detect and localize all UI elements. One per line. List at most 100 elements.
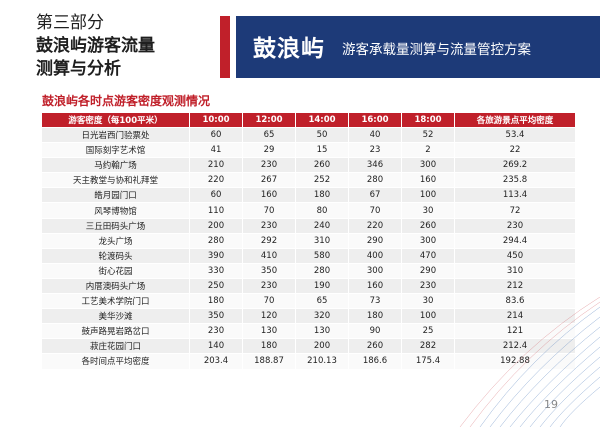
density-cell: 260 (348, 338, 402, 355)
location-cell: 内厝澳码头广场 (41, 277, 190, 295)
density-cell: 40 (348, 126, 402, 144)
density-cell: 260 (401, 217, 455, 234)
section-heading-line1: 鼓浪屿游客流量 (36, 36, 155, 56)
table-row: 三丘田码头广场 200 230 240 220 260 230 (41, 217, 576, 234)
location-cell: 国际刻字艺术馆 (41, 142, 190, 159)
density-cell: 30 (401, 202, 455, 219)
location-cell: 龙头广场 (41, 232, 190, 249)
density-cell: 250 (189, 277, 243, 295)
density-cell: 65 (242, 126, 296, 144)
density-cell: 400 (348, 247, 402, 264)
density-cell: 90 (348, 323, 402, 340)
density-cell: 267 (242, 172, 296, 189)
density-cell: 220 (189, 172, 243, 189)
average-cell: 113.4 (454, 187, 576, 204)
density-cell: 186.6 (348, 353, 402, 370)
density-cell: 280 (348, 172, 402, 189)
table-title: 鼓浪屿各时点游客密度观测情况 (42, 94, 211, 108)
density-cell: 300 (348, 262, 402, 279)
density-cell: 70 (242, 202, 296, 219)
location-cell: 菽庄花园门口 (41, 338, 190, 355)
density-cell: 52 (401, 126, 455, 144)
density-cell: 140 (189, 338, 243, 355)
density-cell: 60 (189, 187, 243, 204)
density-cell: 160 (242, 187, 296, 204)
density-cell: 300 (401, 157, 455, 174)
density-cell: 29 (242, 142, 296, 159)
density-cell: 230 (242, 277, 296, 295)
density-cell: 110 (189, 202, 243, 219)
table-row: 轮渡码头 390 410 580 400 470 450 (41, 247, 576, 264)
average-cell: 22 (454, 142, 576, 159)
density-cell: 70 (348, 202, 402, 219)
average-cell: 212 (454, 277, 576, 295)
location-cell: 天主教堂与协和礼拜堂 (41, 172, 190, 189)
density-cell: 230 (242, 217, 296, 234)
section-heading-line2: 测算与分析 (36, 59, 121, 79)
density-cell: 280 (189, 232, 243, 249)
table-row: 风琴博物馆 110 70 80 70 30 72 (41, 202, 576, 219)
density-cell: 175.4 (401, 353, 455, 370)
average-cell: 72 (454, 202, 576, 219)
banner-stripe (230, 16, 236, 78)
density-cell: 220 (348, 217, 402, 234)
header-time: 10:00 (189, 112, 243, 128)
density-cell: 292 (242, 232, 296, 249)
density-cell: 290 (401, 262, 455, 279)
density-cell: 290 (348, 232, 402, 249)
density-cell: 190 (295, 277, 349, 295)
table-row: 马约翰广场 210 230 260 346 300 269.2 (41, 157, 576, 174)
density-cell: 160 (348, 277, 402, 295)
density-cell: 120 (242, 308, 296, 325)
banner-accent-bar (220, 16, 230, 78)
density-cell: 2 (401, 142, 455, 159)
density-cell: 130 (295, 323, 349, 340)
location-cell: 街心花园 (41, 262, 190, 279)
density-cell: 350 (189, 308, 243, 325)
location-cell: 三丘田码头广场 (41, 217, 190, 234)
section-title: 第三部分 鼓浪屿游客流量 测算与分析 (36, 12, 216, 81)
average-cell: 83.6 (454, 293, 576, 310)
density-cell: 180 (242, 338, 296, 355)
density-cell: 230 (242, 157, 296, 174)
average-cell: 192.88 (454, 353, 576, 370)
table-row: 美华沙滩 350 120 320 180 100 214 (41, 308, 576, 325)
location-cell: 皓月园门口 (41, 187, 190, 204)
table-row: 鼓声路晃岩路岔口 230 130 130 90 25 121 (41, 323, 576, 340)
location-cell: 马约翰广场 (41, 157, 190, 174)
density-cell: 330 (189, 262, 243, 279)
title-banner: 鼓浪屿 游客承载量测算与流量管控方案 (220, 16, 600, 78)
decorative-lines (459, 297, 600, 427)
density-cell: 188.87 (242, 353, 296, 370)
density-cell: 180 (348, 308, 402, 325)
header-location: 游客密度（每100平米） (41, 112, 190, 128)
density-table: 游客密度（每100平米） 10:00 12:00 14:00 16:00 18:… (41, 112, 576, 370)
density-cell: 240 (295, 217, 349, 234)
density-cell: 320 (295, 308, 349, 325)
banner-name: 鼓浪屿 (253, 35, 325, 62)
density-cell: 100 (401, 187, 455, 204)
location-cell: 工艺美术学院门口 (41, 293, 190, 310)
density-cell: 50 (295, 126, 349, 144)
density-cell: 252 (295, 172, 349, 189)
table-row: 街心花园 330 350 280 300 290 310 (41, 262, 576, 279)
density-cell: 230 (189, 323, 243, 340)
density-cell: 67 (348, 187, 402, 204)
table-header-row: 游客密度（每100平米） 10:00 12:00 14:00 16:00 18:… (41, 112, 576, 128)
table-row: 皓月园门口 60 160 180 67 100 113.4 (41, 187, 576, 204)
header-time: 18:00 (401, 112, 455, 128)
header-time: 14:00 (295, 112, 349, 128)
density-cell: 73 (348, 293, 402, 310)
header-time: 12:00 (242, 112, 296, 128)
density-cell: 203.4 (189, 353, 243, 370)
density-cell: 180 (189, 293, 243, 310)
density-cell: 130 (242, 323, 296, 340)
density-cell: 300 (401, 232, 455, 249)
header-time: 16:00 (348, 112, 402, 128)
average-cell: 214 (454, 308, 576, 325)
density-cell: 200 (295, 338, 349, 355)
location-cell: 各时间点平均密度 (41, 353, 190, 370)
density-cell: 470 (401, 247, 455, 264)
density-cell: 410 (242, 247, 296, 264)
average-cell: 53.4 (454, 126, 576, 144)
